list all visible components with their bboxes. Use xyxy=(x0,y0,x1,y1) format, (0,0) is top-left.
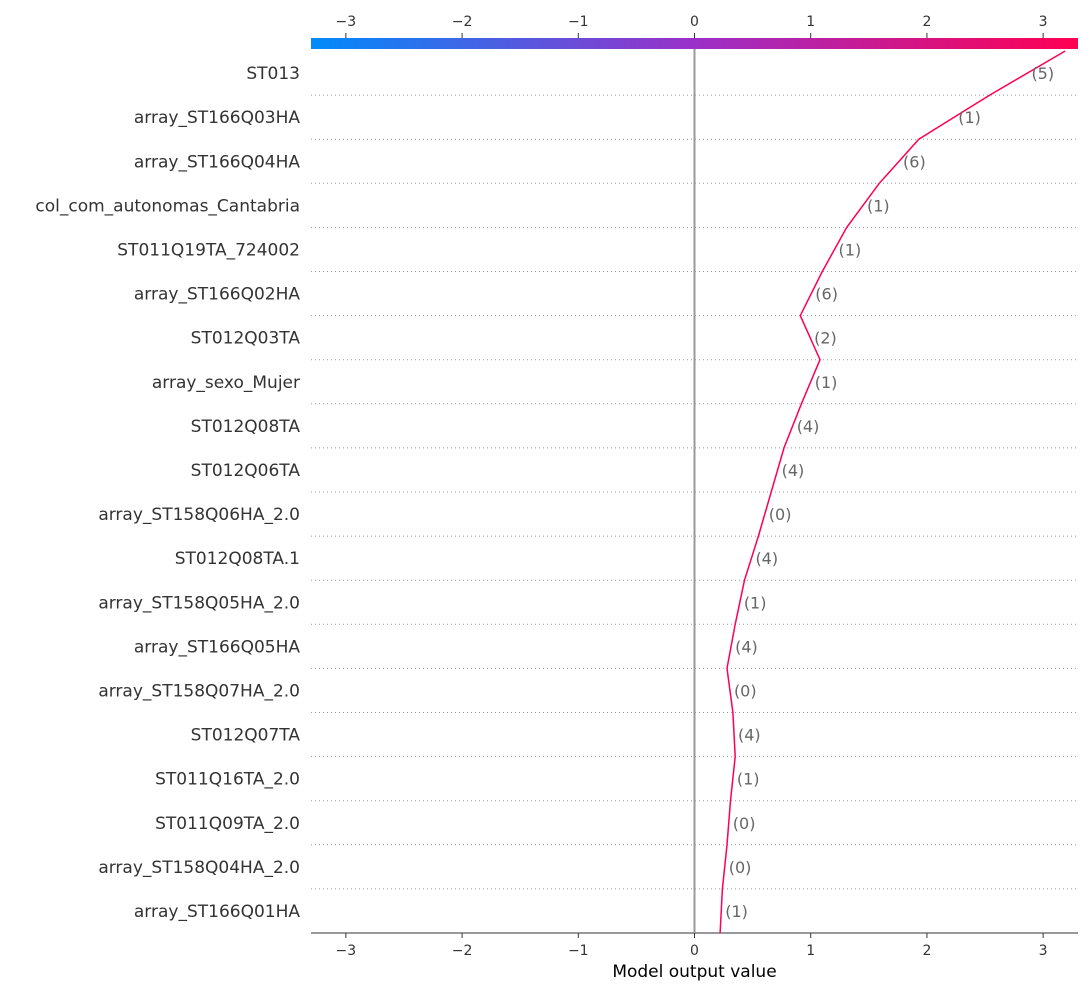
feature-value-label: (2) xyxy=(814,329,837,348)
feature-label: array_sexo_Mujer xyxy=(152,373,300,393)
top-tick-label: −2 xyxy=(452,14,473,30)
feature-label: col_com_autonomas_Cantabria xyxy=(35,196,300,216)
feature-label: array_ST166Q04HA xyxy=(134,152,300,172)
bottom-tick-label: −3 xyxy=(336,943,357,959)
feature-label: array_ST158Q04HA_2.0 xyxy=(98,858,300,878)
feature-value-label: (1) xyxy=(867,196,890,215)
feature-value-label: (1) xyxy=(815,373,838,392)
decision-line xyxy=(719,50,1066,934)
feature-label: array_ST166Q05HA xyxy=(134,637,300,657)
top-tick-label: −1 xyxy=(568,14,589,30)
feature-label: array_ST166Q03HA xyxy=(134,108,300,128)
feature-label: ST012Q06TA xyxy=(191,461,301,481)
bottom-tick-label: −2 xyxy=(452,943,473,959)
feature-label: ST012Q08TA xyxy=(191,417,301,437)
tick-labels: −3 −3 −2 −2 −1 −1 0 0 1 1 2 2 3 3 xyxy=(336,14,1048,959)
feature-label: array_ST158Q07HA_2.0 xyxy=(98,681,300,701)
feature-value-label: (1) xyxy=(839,240,862,259)
feature-label: ST013 xyxy=(246,64,300,84)
feature-value-label: (1) xyxy=(744,593,767,612)
bottom-tick-label: 1 xyxy=(806,943,815,959)
feature-value-label: (6) xyxy=(815,285,838,304)
feature-value-label: (4) xyxy=(755,549,778,568)
feature-value-label: (4) xyxy=(782,461,805,480)
feature-value-label: (0) xyxy=(734,681,757,700)
feature-value-label: (1) xyxy=(958,108,981,127)
value-labels: (5) (1) (6) (1) (1) (6) (2) (1) (4) (4) (0) (4) (1) (… xyxy=(725,64,1054,921)
feature-value-label: (0) xyxy=(733,814,756,833)
feature-value-label: (1) xyxy=(737,770,760,789)
decision-line-group xyxy=(719,50,1066,934)
bottom-tick-label: 0 xyxy=(690,943,699,959)
colorbar-gradient xyxy=(311,38,1078,49)
top-tick-label: 0 xyxy=(690,14,699,30)
bottom-tick-label: −1 xyxy=(568,943,589,959)
feature-label: ST012Q07TA xyxy=(191,726,301,746)
feature-label: array_ST166Q02HA xyxy=(134,285,300,305)
feature-value-label: (4) xyxy=(797,417,820,436)
feature-value-label: (1) xyxy=(725,902,748,921)
feature-value-label: (0) xyxy=(769,505,792,524)
feature-value-label: (4) xyxy=(735,637,758,656)
feature-label: array_ST158Q05HA_2.0 xyxy=(98,593,300,613)
bottom-tick-label: 2 xyxy=(922,943,931,959)
top-tick-label: 3 xyxy=(1039,14,1048,30)
top-tick-label: 2 xyxy=(922,14,931,30)
x-axis-title: Model output value xyxy=(612,962,776,982)
colorbar xyxy=(311,38,1078,49)
feature-label: array_ST158Q06HA_2.0 xyxy=(98,505,300,525)
feature-label: ST011Q16TA_2.0 xyxy=(155,770,300,790)
feature-value-label: (4) xyxy=(738,726,761,745)
top-tick-label: −3 xyxy=(336,14,357,30)
bottom-tick-label: 3 xyxy=(1039,943,1048,959)
feature-labels: ST013 array_ST166Q03HA array_ST166Q04HAcol… xyxy=(35,64,300,922)
feature-value-label: (0) xyxy=(729,858,752,877)
feature-label: ST011Q09TA_2.0 xyxy=(155,814,300,834)
feature-label: ST012Q08TA.1 xyxy=(175,549,300,569)
feature-value-label: (6) xyxy=(903,152,926,171)
feature-label: ST012Q03TA xyxy=(191,329,301,349)
feature-label: array_ST166Q01HA xyxy=(134,902,300,922)
feature-label: ST011Q19TA_724002 xyxy=(117,240,300,260)
feature-value-label: (5) xyxy=(1031,64,1054,83)
axes xyxy=(311,33,1078,938)
top-tick-label: 1 xyxy=(806,14,815,30)
